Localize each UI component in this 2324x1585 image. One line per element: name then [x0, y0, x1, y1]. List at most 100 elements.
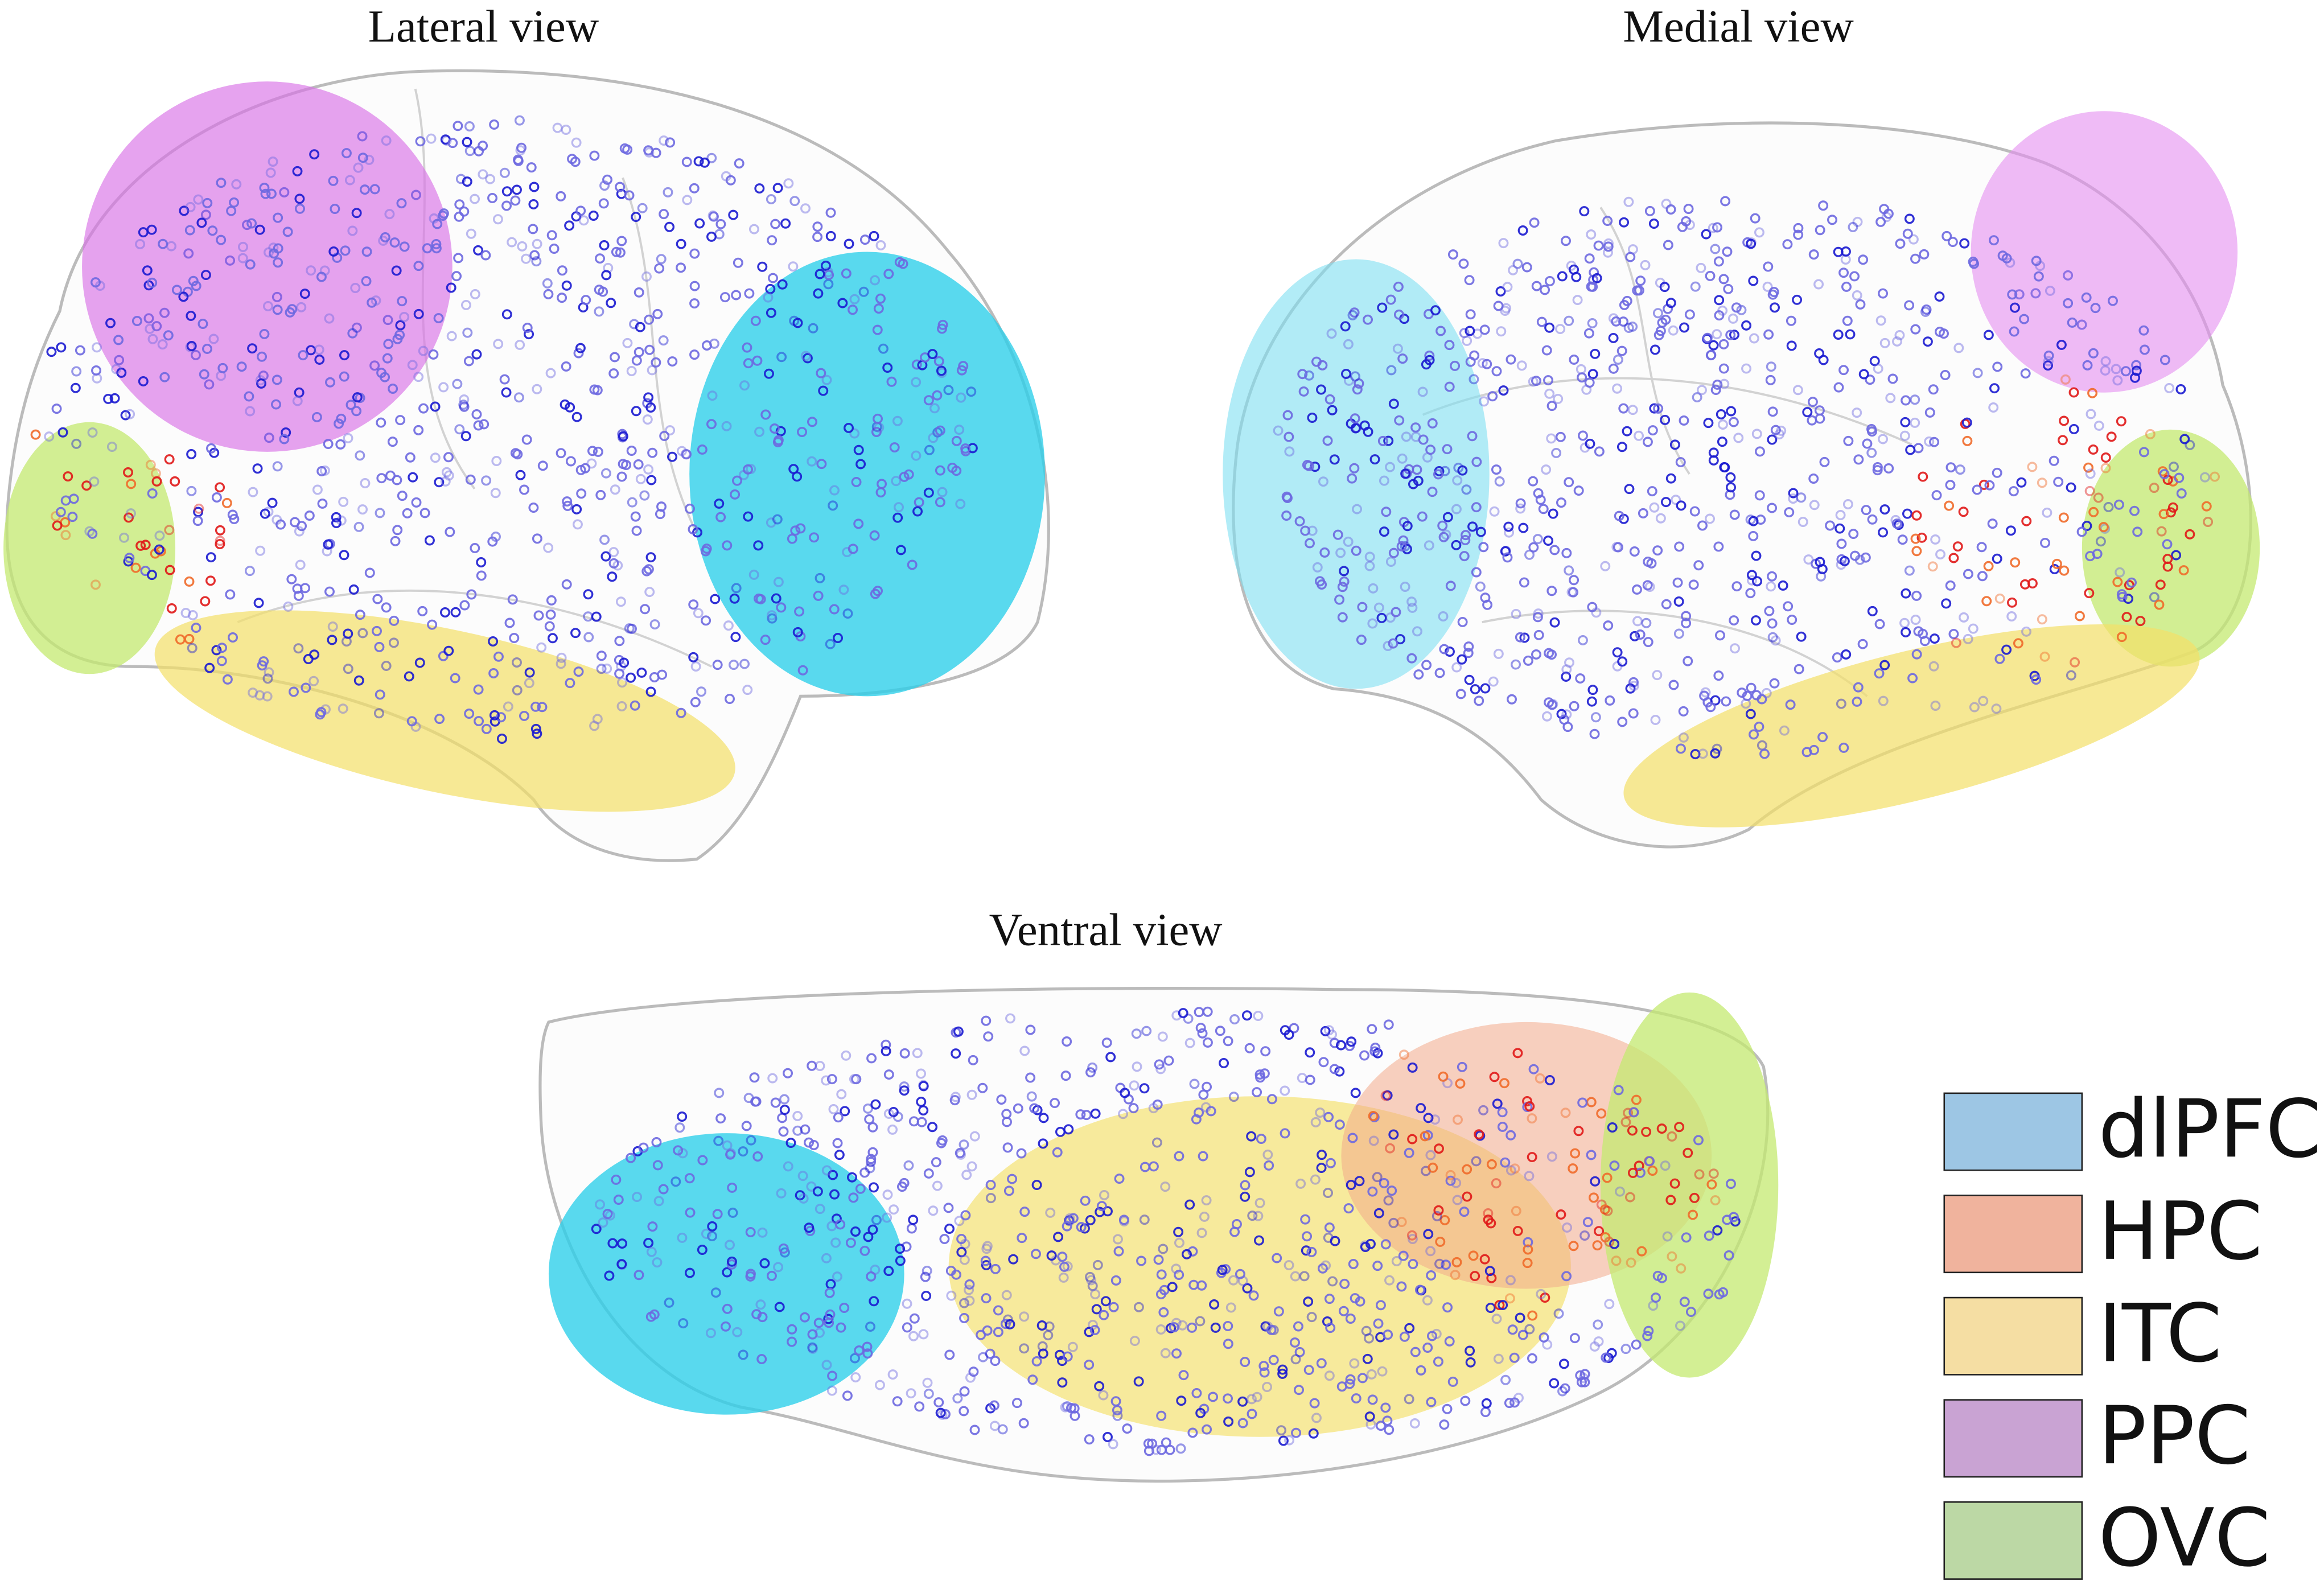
electrode	[1568, 1163, 1578, 1174]
electrode	[914, 1401, 925, 1412]
electrode	[1546, 401, 1557, 411]
electrode	[348, 584, 359, 595]
electrode	[673, 1145, 684, 1156]
electrode	[1569, 575, 1580, 586]
electrode	[1561, 1271, 1572, 1282]
electrode	[763, 292, 774, 303]
electrode	[1001, 1290, 1012, 1300]
electrode	[1451, 504, 1462, 514]
electrode	[1268, 1355, 1279, 1365]
electrode	[208, 334, 219, 344]
electrode	[2116, 416, 2126, 427]
electrode	[935, 425, 945, 436]
electrode	[1442, 1403, 1453, 1414]
electrode	[681, 157, 692, 167]
electrode	[1306, 1246, 1317, 1257]
electrode	[1562, 1222, 1573, 1233]
electrode	[854, 1345, 865, 1356]
electrode	[1324, 1370, 1335, 1381]
electrode	[1457, 616, 1468, 627]
legend-label: dlPFC	[2098, 1083, 2321, 1176]
electrode	[1327, 405, 1338, 415]
electrode	[1305, 1074, 1315, 1085]
electrode	[1175, 1443, 1186, 1454]
electrode	[849, 428, 860, 439]
electrode	[1404, 1394, 1414, 1405]
electrode	[1584, 377, 1595, 388]
electrode	[602, 663, 612, 674]
electrode	[599, 534, 610, 545]
electrode	[1128, 1103, 1139, 1114]
electrode	[450, 673, 460, 684]
electrode	[1544, 1074, 1555, 1085]
electrode	[450, 607, 461, 617]
electrode	[125, 409, 135, 419]
electrode	[470, 289, 480, 299]
electrode	[1496, 326, 1507, 337]
electrode	[1652, 670, 1663, 681]
electrode	[1398, 1250, 1409, 1261]
electrode	[273, 257, 283, 268]
electrode	[1119, 1216, 1130, 1226]
electrode	[1647, 1166, 1658, 1176]
electrode	[2159, 469, 2170, 480]
electrode	[1911, 649, 1922, 660]
electrode	[1762, 281, 1773, 292]
electrode	[1596, 1108, 1607, 1119]
electrode	[248, 487, 258, 497]
electrode	[372, 594, 383, 604]
electrode	[663, 187, 673, 197]
electrode	[2088, 507, 2099, 517]
electrode	[1978, 695, 1989, 706]
electrode	[1457, 465, 1468, 476]
electrode	[1375, 1300, 1386, 1311]
electrode	[1451, 662, 1462, 673]
electrode	[1019, 1311, 1030, 1322]
electrode	[517, 241, 528, 252]
electrode	[746, 464, 756, 475]
electrode	[1195, 1316, 1206, 1327]
electrode	[2049, 455, 2059, 466]
electrode	[1924, 436, 1935, 447]
electrode	[828, 500, 838, 511]
electrode	[812, 232, 823, 242]
electrode	[531, 256, 542, 267]
electrode	[1228, 1275, 1239, 1286]
electrode	[768, 273, 778, 283]
electrode	[147, 277, 158, 288]
electrode	[626, 446, 637, 456]
electrode	[850, 1226, 861, 1237]
electrode	[1717, 305, 1728, 316]
electrode	[1611, 316, 1622, 327]
electrode	[714, 1088, 725, 1098]
electrode	[1036, 1320, 1047, 1331]
electrode	[678, 1318, 689, 1329]
electrode	[1544, 648, 1554, 658]
electrode	[1569, 1333, 1580, 1344]
electrode	[1209, 1299, 1220, 1310]
electrode	[804, 1137, 814, 1148]
electrode	[789, 196, 800, 207]
electrode	[357, 153, 368, 163]
electrode	[918, 1081, 929, 1092]
electrode	[1979, 479, 1989, 490]
electrode	[815, 1204, 825, 1215]
electrode	[1349, 1358, 1360, 1369]
electrode	[2088, 444, 2099, 455]
electrode	[338, 703, 348, 714]
legend-label: PPC	[2098, 1390, 2251, 1483]
electrode	[739, 380, 750, 391]
electrode	[615, 596, 626, 607]
electrode	[376, 473, 387, 484]
electrode	[200, 270, 211, 281]
electrode	[1584, 253, 1595, 264]
electrode	[1754, 490, 1765, 501]
electrode	[1989, 383, 2000, 394]
electrode	[1710, 385, 1721, 396]
electrode	[1487, 391, 1498, 402]
electrode	[1494, 476, 1505, 487]
electrode	[359, 184, 370, 195]
electrode	[402, 508, 413, 518]
electrode	[562, 500, 573, 511]
electrode	[1963, 569, 1973, 579]
